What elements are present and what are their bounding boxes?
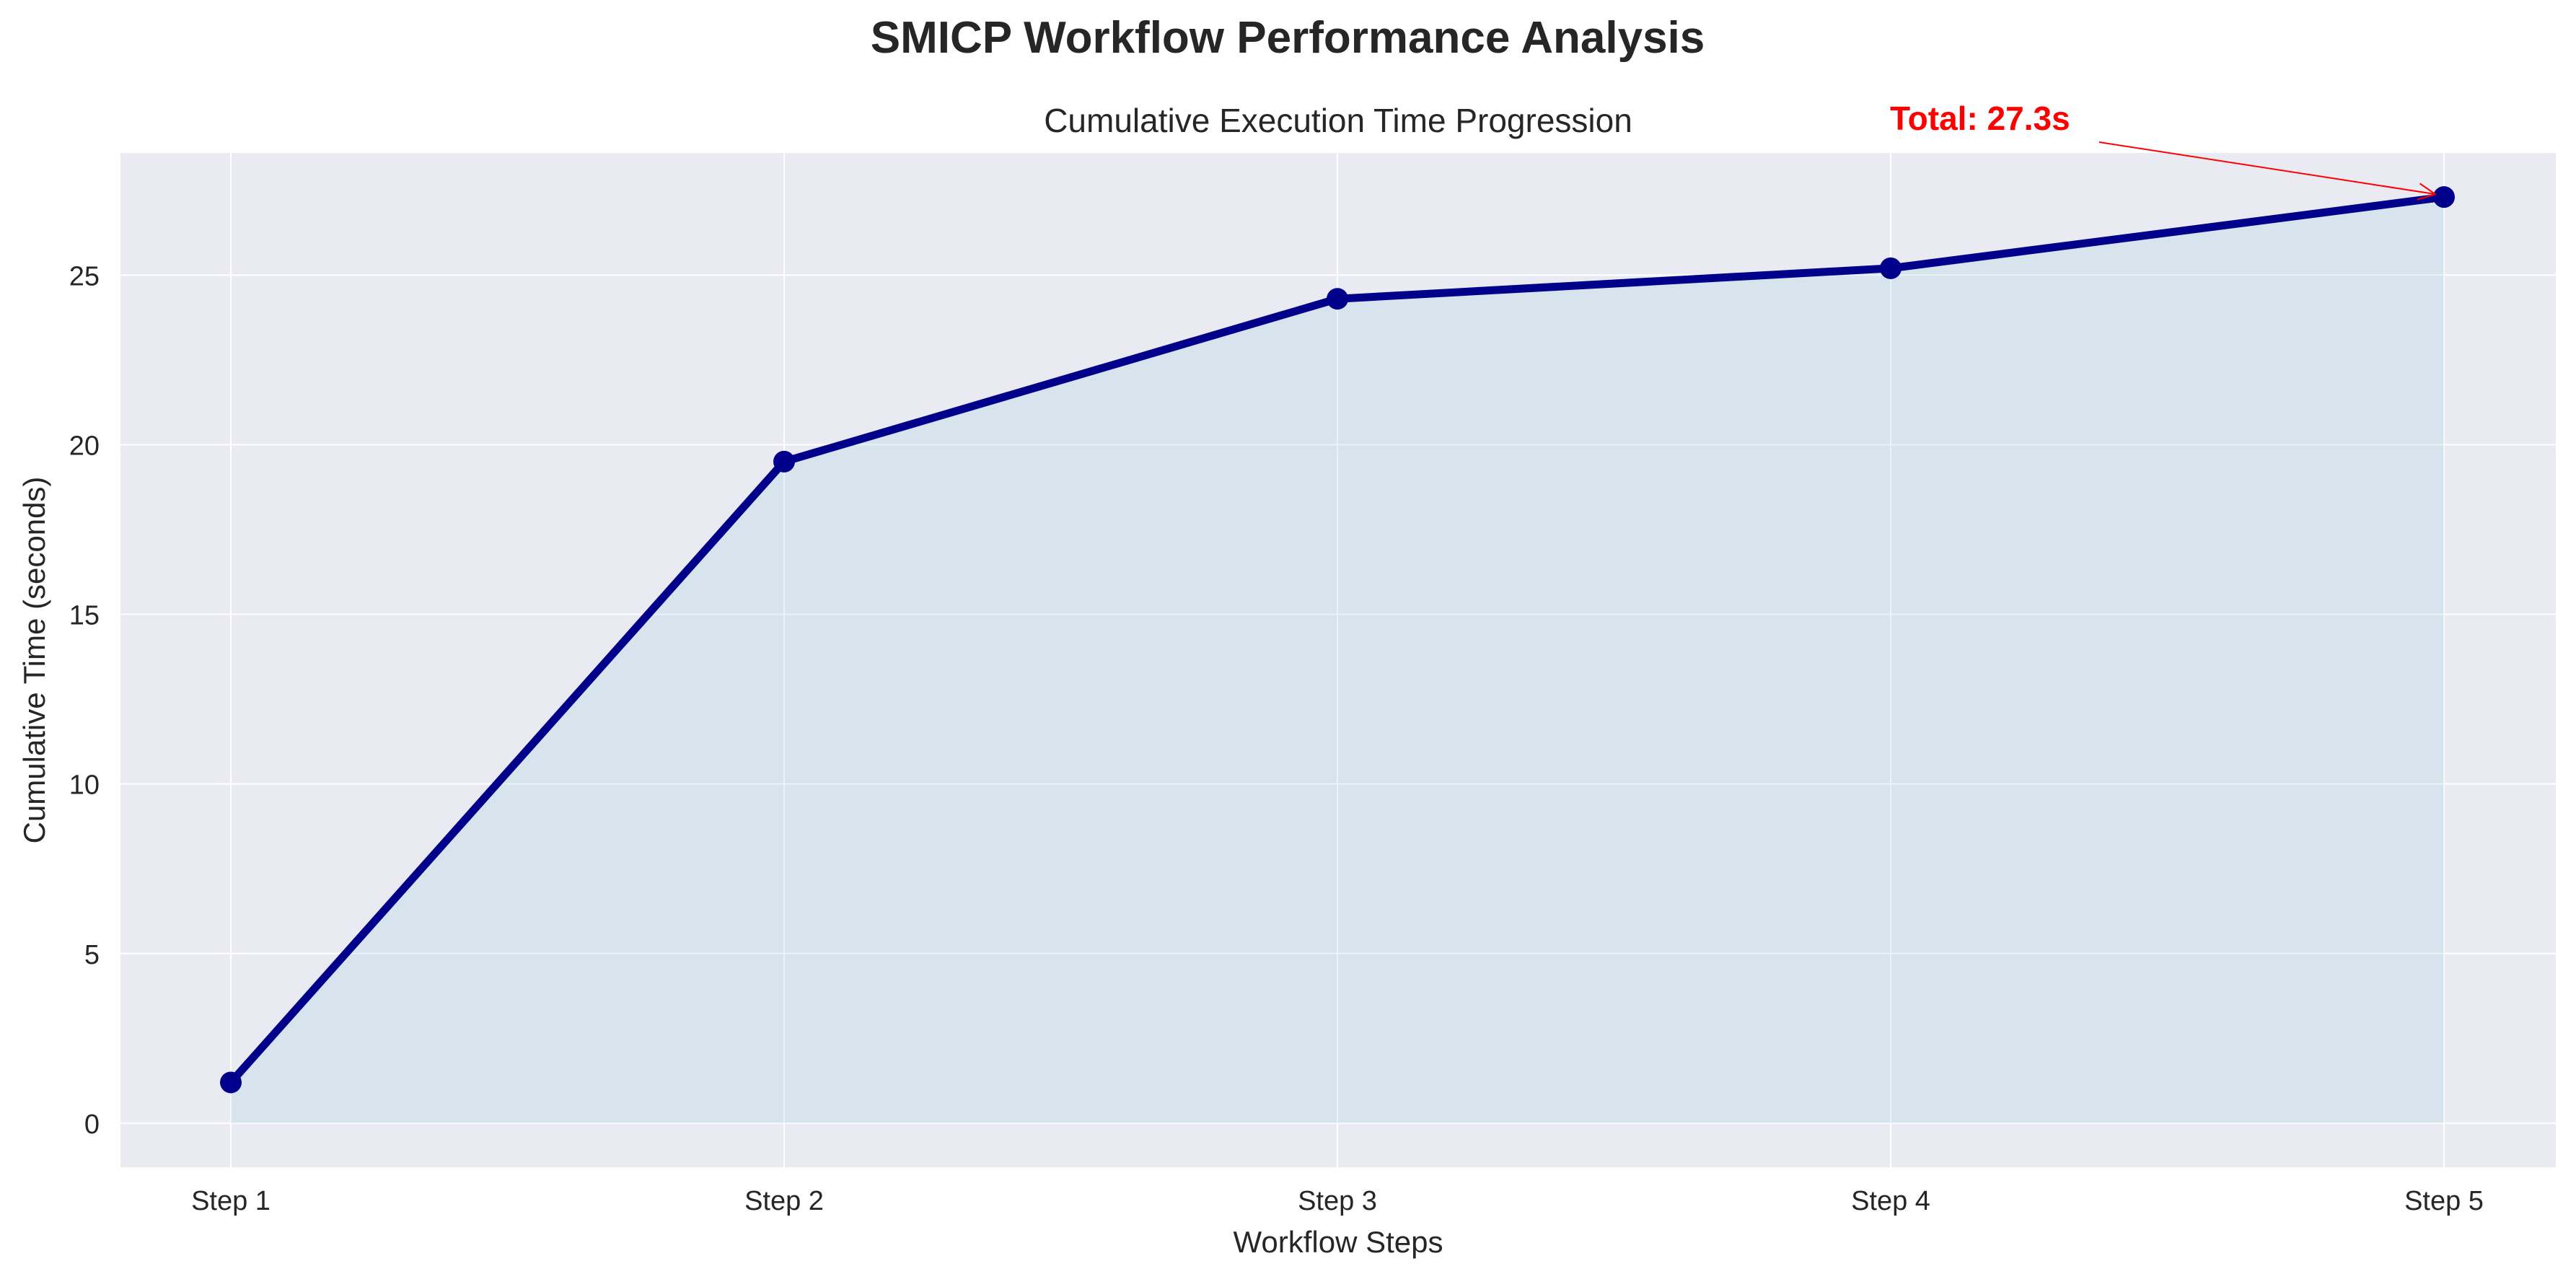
annotation-arrow xyxy=(2098,141,2436,196)
data-point xyxy=(2433,186,2455,208)
data-point xyxy=(1880,257,1902,279)
y-tick-label: 20 xyxy=(69,431,100,461)
annotation-arrowhead xyxy=(2417,183,2437,201)
x-tick-label: Step 2 xyxy=(744,1186,824,1216)
data-point xyxy=(773,450,795,473)
data-point xyxy=(1327,288,1348,310)
y-tick-label: 5 xyxy=(84,940,100,970)
grid-lines xyxy=(120,153,2556,1167)
x-tick-label: Step 3 xyxy=(1298,1186,1377,1216)
x-tick-label: Step 1 xyxy=(191,1186,271,1216)
annotation-label: Total: 27.3s xyxy=(1890,100,2070,137)
figure-suptitle: SMICP Workflow Performance Analysis xyxy=(871,13,1705,63)
area-fill xyxy=(231,197,2444,1123)
data-points xyxy=(220,186,2455,1094)
x-tick-labels: Step 1 Step 2 Step 3 Step 4 Step 5 xyxy=(191,1186,2484,1216)
y-axis-label: Cumulative Time (seconds) xyxy=(17,477,51,844)
x-axis-label: Workflow Steps xyxy=(1234,1225,1443,1259)
y-tick-label: 10 xyxy=(69,770,100,801)
data-point xyxy=(220,1071,242,1094)
y-tick-label: 15 xyxy=(69,601,100,631)
y-tick-label: 0 xyxy=(84,1110,100,1140)
x-tick-label: Step 5 xyxy=(2404,1186,2484,1216)
y-tick-label: 25 xyxy=(69,261,100,291)
chart-title: Cumulative Execution Time Progression xyxy=(1044,102,1632,139)
y-tick-labels: 0 5 10 15 20 25 xyxy=(69,261,100,1140)
x-tick-label: Step 4 xyxy=(1851,1186,1930,1216)
